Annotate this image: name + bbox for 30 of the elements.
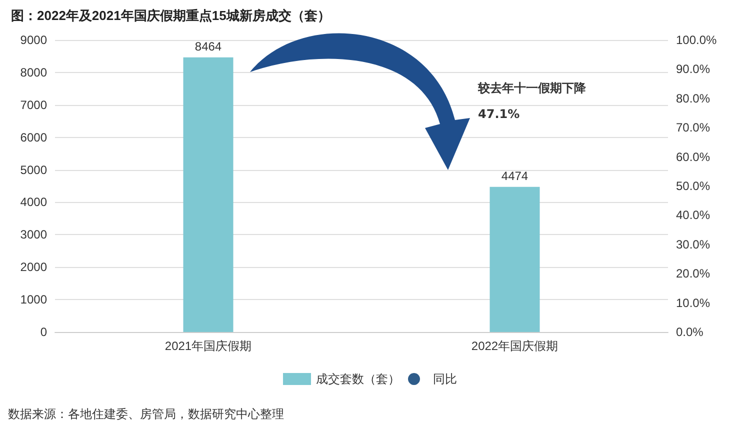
y2-tick-label: 30.0% [676,237,710,252]
y2-tick-label: 10.0% [676,296,710,310]
y2-tick-label: 40.0% [676,208,710,222]
y-tick-label: 1000 [20,292,48,307]
y2-tick-label: 70.0% [676,120,710,135]
y-tick-label: 6000 [20,130,48,144]
source-note: 数据来源：各地住建委、房管局，数据研究中心整理 [8,407,284,421]
x-tick-label: 2022年国庆假期 [471,339,558,353]
y2-tick-label: 90.0% [676,62,710,76]
y-tick-label: 9000 [20,33,48,47]
y-tick-label: 4000 [20,195,48,210]
legend-label: 成交套数（套） [316,372,400,386]
y2-tick-label: 50.0% [676,179,710,193]
y-tick-label: 8000 [20,65,48,80]
legend-label: 同比 [433,372,457,386]
y-tick-label: 5000 [20,162,48,177]
y-tick-label: 7000 [20,98,48,112]
data-label: 4474 [501,168,528,183]
y-tick-label: 3000 [20,228,48,242]
y2-tick-label: 100.0% [676,33,718,47]
y2-tick-label: 0.0% [676,325,704,339]
y2-tick-label: 80.0% [676,91,710,106]
y-tick-label: 2000 [20,260,48,274]
data-label: 8464 [194,39,222,54]
y2-tick-label: 20.0% [676,266,710,281]
chart-title: 图：2022年及2021年国庆假期重点15城新房成交（套） [11,8,330,23]
y-tick-label: 0 [40,325,48,339]
y2-tick-label: 60.0% [676,150,710,164]
x-tick-label: 2021年国庆假期 [164,339,252,353]
annotation: 较去年十一假期下降 47.1% [477,81,587,121]
